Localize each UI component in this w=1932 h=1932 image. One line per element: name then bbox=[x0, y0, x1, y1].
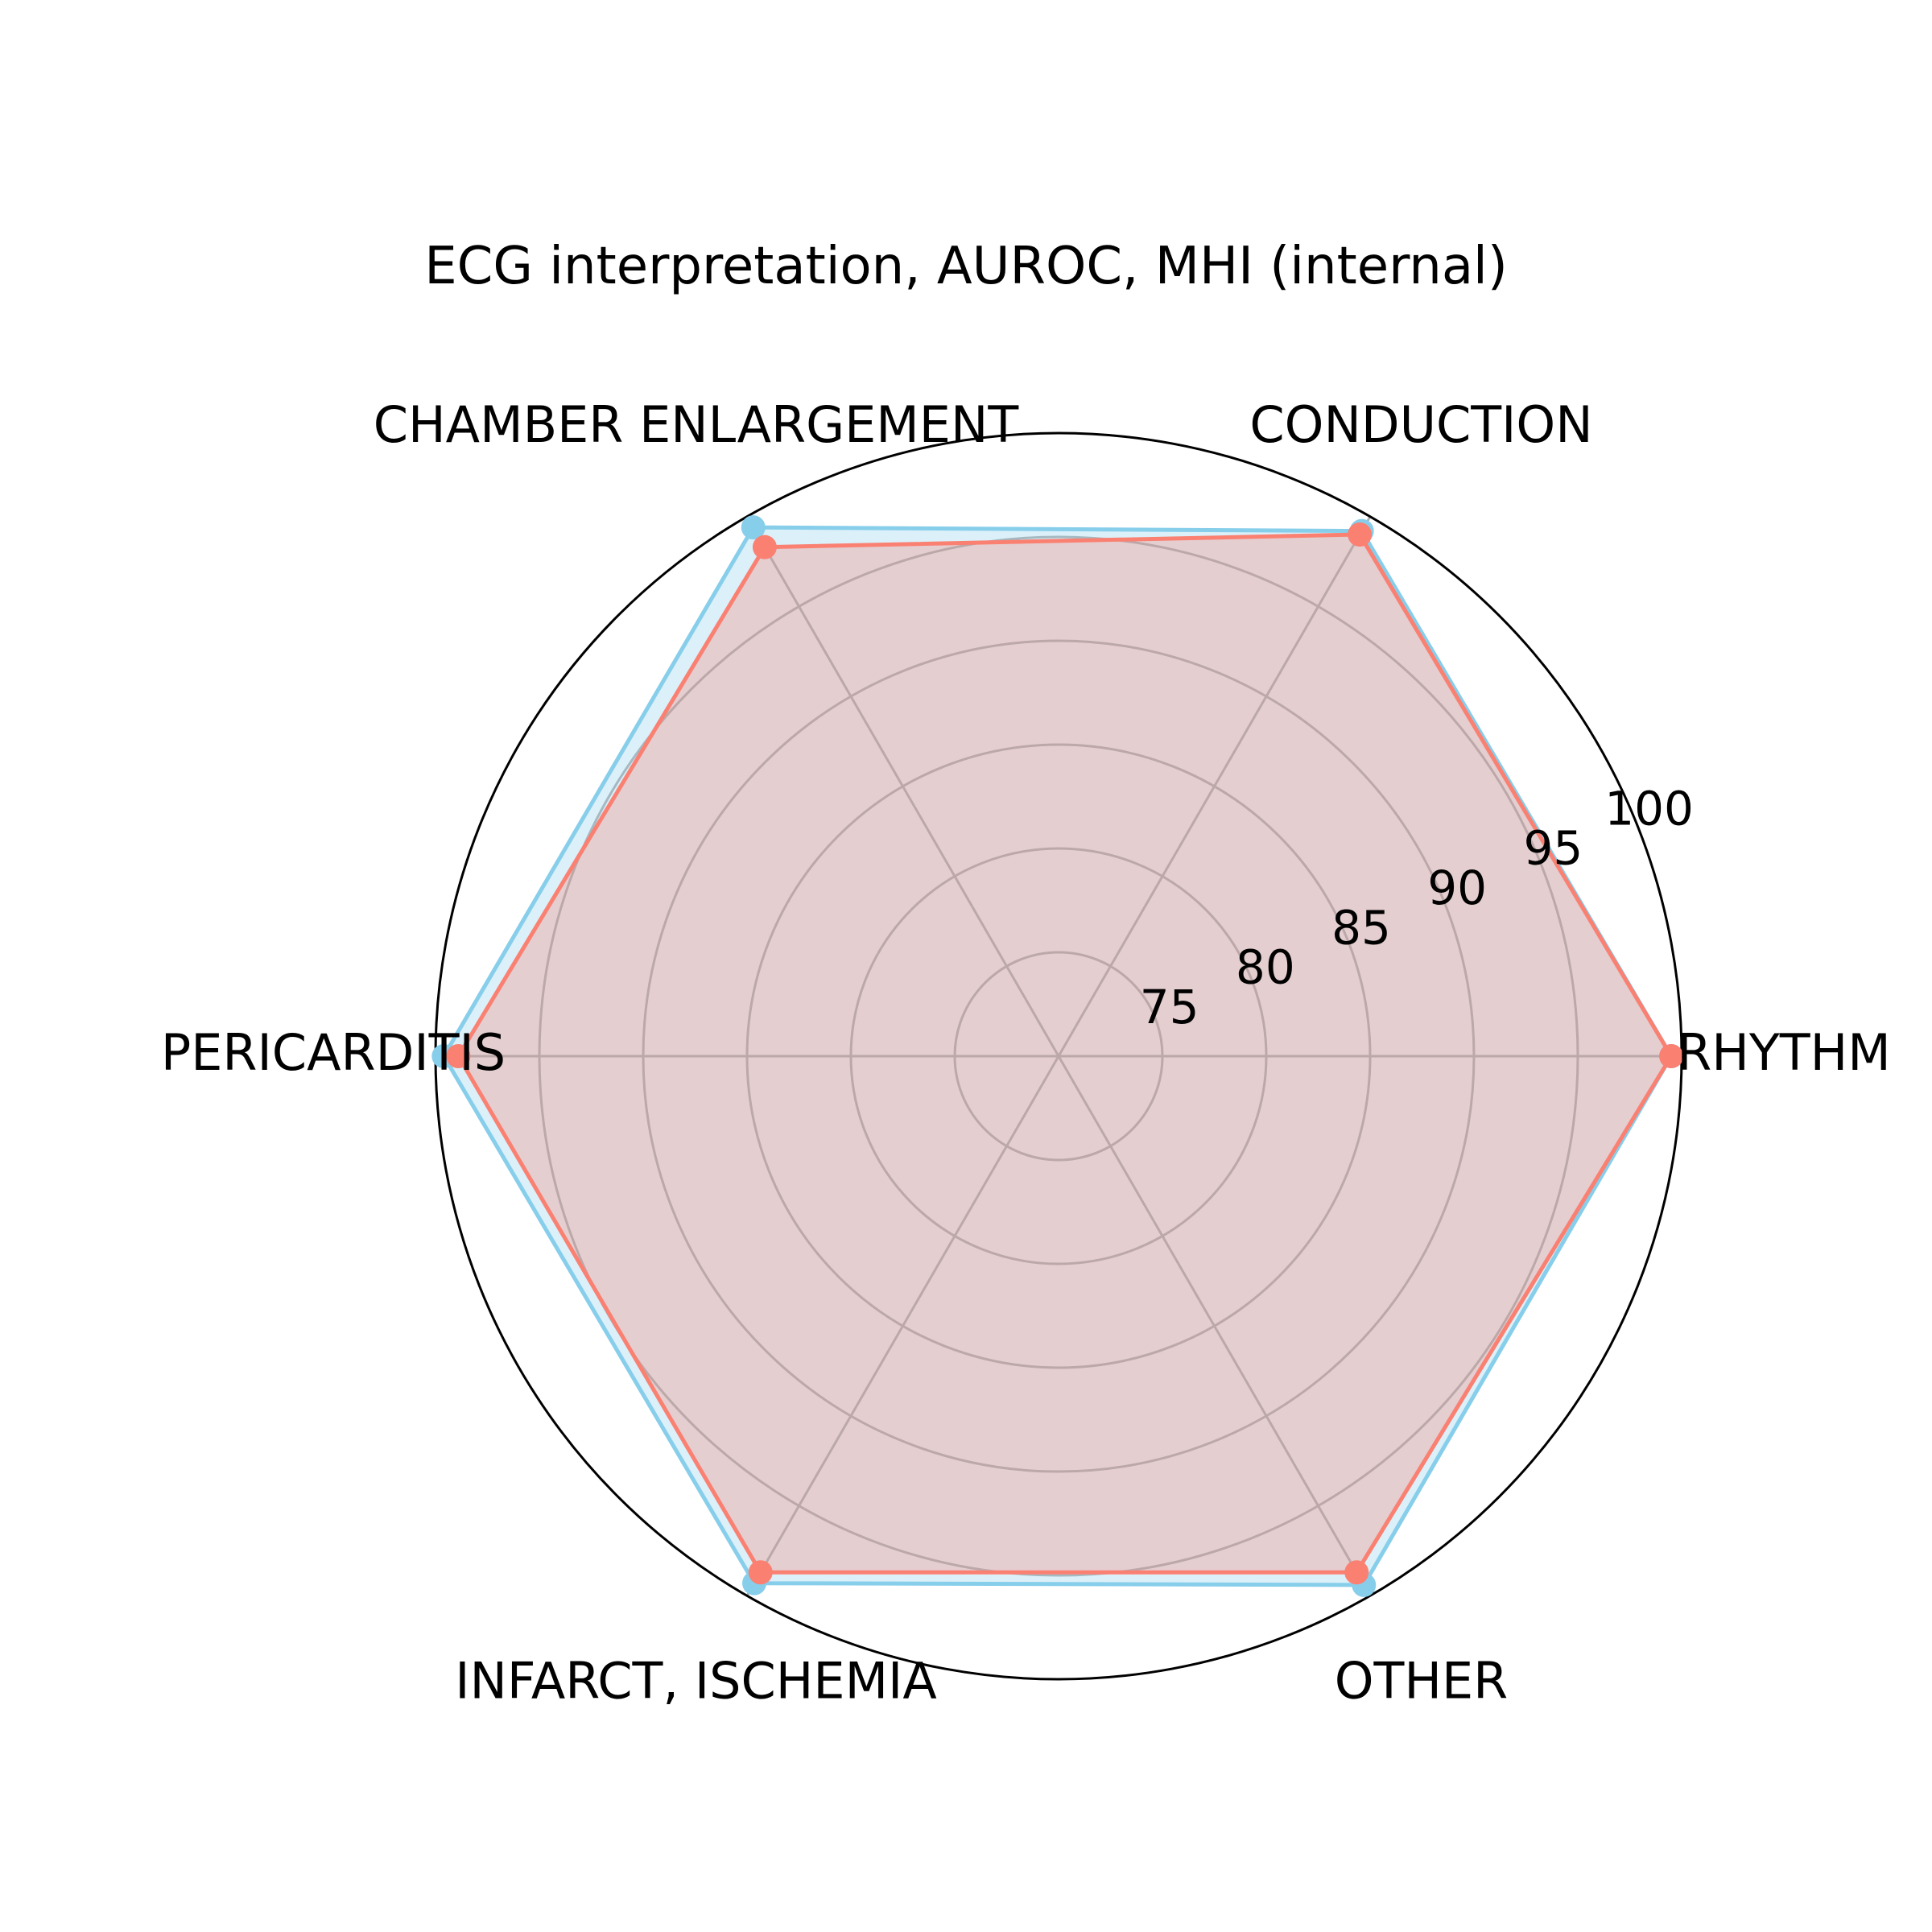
series-layer bbox=[431, 515, 1684, 1597]
radial-tick-label-90: 90 bbox=[1427, 861, 1487, 915]
radial-tick-label-80: 80 bbox=[1236, 940, 1295, 995]
series-0-area bbox=[444, 527, 1672, 1585]
series-1-point-0 bbox=[1659, 1044, 1684, 1068]
series-1-point-2 bbox=[752, 535, 777, 559]
spoke-4 bbox=[745, 1055, 1060, 1597]
series-1-point-5 bbox=[1344, 1560, 1369, 1585]
spoke-2 bbox=[745, 515, 1060, 1057]
series-1-point-1 bbox=[1348, 522, 1373, 547]
spoke-1 bbox=[1057, 515, 1372, 1057]
radial-tick-label-100: 100 bbox=[1604, 781, 1694, 836]
label-layer: RHYTHM CONDUCTION CHAMBER ENLARGEMENT PERIC… bbox=[161, 395, 1891, 1711]
category-label-2: CHAMBER ENLARGEMENT bbox=[374, 395, 1020, 454]
radial-tick-label-95: 95 bbox=[1523, 821, 1583, 876]
category-label-0: RHYTHM bbox=[1677, 1023, 1891, 1082]
chart-title: ECG interpretation, AUROC, MHI (internal… bbox=[424, 237, 1508, 296]
spoke-5 bbox=[1057, 1055, 1372, 1597]
series-1-point-3 bbox=[446, 1044, 471, 1068]
category-label-5: OTHER bbox=[1335, 1651, 1509, 1710]
radial-tick-label-75: 75 bbox=[1140, 980, 1199, 1034]
radial-tick-label-85: 85 bbox=[1331, 900, 1391, 955]
category-label-1: CONDUCTION bbox=[1249, 395, 1592, 454]
category-label-3: PERICARDITIS bbox=[161, 1023, 506, 1082]
category-label-4: INFARCT, ISCHEMIA bbox=[455, 1651, 937, 1710]
series-1-area bbox=[458, 535, 1672, 1573]
series-0-point-2 bbox=[741, 515, 766, 540]
series-1-point-4 bbox=[748, 1560, 773, 1585]
